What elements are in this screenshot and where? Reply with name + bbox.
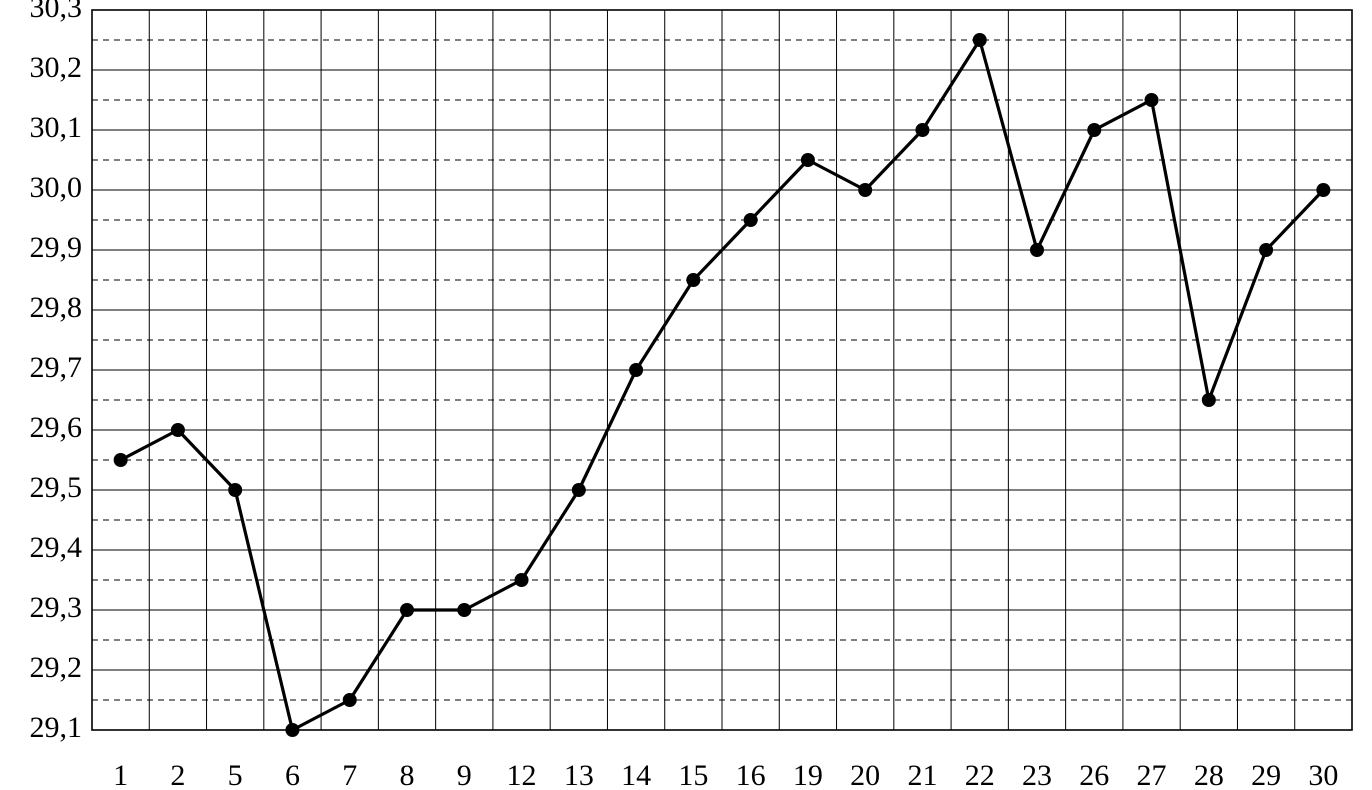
x-axis-label: 13 (564, 759, 594, 790)
data-point (629, 363, 643, 377)
y-axis-label: 29,7 (30, 351, 83, 384)
data-point (400, 603, 414, 617)
x-axis-label: 9 (457, 759, 472, 790)
x-axis-label: 15 (678, 759, 708, 790)
data-point (858, 183, 872, 197)
x-axis-label: 23 (1022, 759, 1052, 790)
x-axis-label: 21 (907, 759, 937, 790)
data-point (515, 573, 529, 587)
data-point (1030, 243, 1044, 257)
y-axis-label: 30,1 (30, 111, 83, 144)
data-point (457, 603, 471, 617)
data-point (1202, 393, 1216, 407)
data-point (801, 153, 815, 167)
data-point (285, 723, 299, 737)
x-axis-label: 2 (170, 759, 185, 790)
x-axis-label: 27 (1137, 759, 1167, 790)
y-axis-label: 29,9 (30, 231, 83, 264)
y-axis-label: 29,6 (30, 411, 83, 444)
x-axis-label: 26 (1079, 759, 1109, 790)
y-axis-label: 29,1 (30, 711, 83, 744)
x-axis-label: 19 (793, 759, 823, 790)
x-axis-label: 16 (736, 759, 766, 790)
x-axis-label: 22 (965, 759, 995, 790)
data-point (1087, 123, 1101, 137)
data-point (228, 483, 242, 497)
x-axis-label: 8 (400, 759, 415, 790)
data-point (171, 423, 185, 437)
y-axis-label: 29,4 (30, 531, 83, 564)
x-axis-label: 20 (850, 759, 880, 790)
x-axis-label: 6 (285, 759, 300, 790)
y-axis-label: 30,2 (30, 51, 83, 84)
data-point (1145, 93, 1159, 107)
x-axis-label: 12 (507, 759, 537, 790)
line-chart: 29,1 29,2 29,3 29,4 29,5 29,6 29,7 29,8 29,9 30,0… (0, 0, 1372, 790)
y-axis-label: 30,0 (30, 171, 83, 204)
x-axis-label: 28 (1194, 759, 1224, 790)
y-axis-label: 29,8 (30, 291, 83, 324)
x-axis-label: 14 (621, 759, 651, 790)
data-point (114, 453, 128, 467)
data-point (343, 693, 357, 707)
x-axis-label: 30 (1308, 759, 1338, 790)
y-axis-label: 29,2 (30, 651, 83, 684)
data-point (915, 123, 929, 137)
data-point (744, 213, 758, 227)
data-point (572, 483, 586, 497)
x-axis-label: 7 (342, 759, 357, 790)
y-axis-label: 29,5 (30, 471, 83, 504)
data-point (1316, 183, 1330, 197)
x-axis-label: 1 (113, 759, 128, 790)
y-axis-label: 29,3 (30, 591, 83, 624)
data-point (973, 33, 987, 47)
x-axis-label: 29 (1251, 759, 1281, 790)
x-axis-label: 5 (228, 759, 243, 790)
y-axis-label: 30,3 (30, 0, 83, 24)
data-point (1259, 243, 1273, 257)
data-point (686, 273, 700, 287)
